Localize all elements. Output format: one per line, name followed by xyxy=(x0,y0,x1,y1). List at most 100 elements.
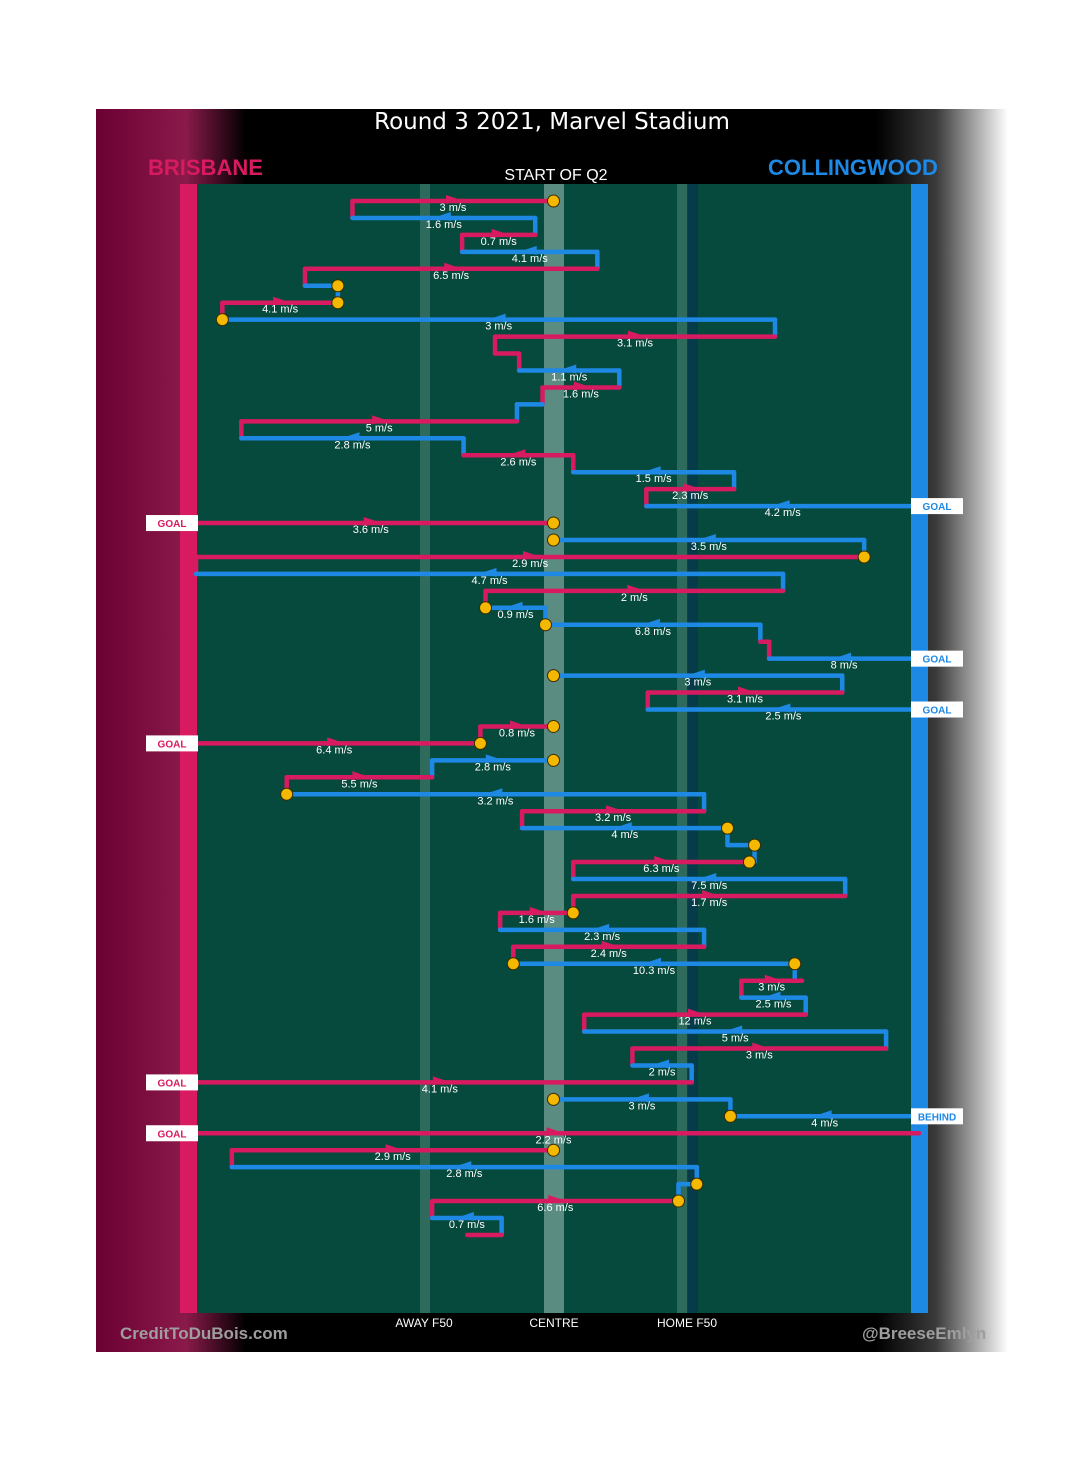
result-badge xyxy=(146,1125,198,1142)
direction-arrow xyxy=(628,330,644,340)
direction-arrow xyxy=(509,720,525,730)
direction-arrow xyxy=(432,1076,448,1086)
possession-chart: 3 m/s 1.6 m/s 0.7 m/s 4.1 m/s 6.5 m/s 4.1 m/s… xyxy=(146,194,963,1238)
start-marker xyxy=(566,906,580,920)
direction-arrow xyxy=(627,584,643,594)
direction-arrow xyxy=(372,415,388,425)
team-label-brisbane: BRISBANE xyxy=(148,155,263,180)
direction-arrow xyxy=(816,1110,832,1120)
direction-arrow xyxy=(529,906,545,916)
result-label: GOAL xyxy=(923,706,952,717)
direction-arrow xyxy=(435,211,451,221)
home-f50-shade xyxy=(688,184,698,1313)
direction-arrow xyxy=(727,1025,743,1035)
direction-arrow xyxy=(702,889,718,899)
direction-arrow xyxy=(456,1161,472,1171)
result-badge xyxy=(146,515,198,532)
direction-arrow xyxy=(344,432,360,442)
direction-arrow xyxy=(546,1127,562,1137)
result-label: GOAL xyxy=(158,1078,187,1089)
end-marker xyxy=(331,279,345,293)
direction-arrow xyxy=(273,296,289,306)
period-label: START OF Q2 xyxy=(504,167,608,184)
speed-label: 3 m/s xyxy=(758,982,785,994)
speed-label: 3 m/s xyxy=(746,1050,773,1062)
chart-title: Round 3 2021, Marvel Stadium xyxy=(374,109,730,135)
direction-arrow xyxy=(491,228,507,238)
result-badge xyxy=(911,701,963,718)
speed-label: 1.6 m/s xyxy=(519,914,556,926)
start-marker xyxy=(331,296,345,310)
speed-label: 1.6 m/s xyxy=(426,219,463,231)
centre-line xyxy=(544,184,564,1313)
axis-label-centre: CENTRE xyxy=(529,1316,579,1330)
start-marker xyxy=(473,736,487,750)
speed-label: 3.1 m/s xyxy=(617,338,654,350)
start-marker xyxy=(723,1109,737,1123)
speed-label: 10.3 m/s xyxy=(633,965,676,977)
speed-label: 3 m/s xyxy=(684,677,711,689)
direction-arrow xyxy=(606,805,622,815)
direction-arrow xyxy=(561,364,577,374)
direction-arrow xyxy=(510,449,526,459)
speed-label: 2.8 m/s xyxy=(446,1168,483,1180)
speed-label: 2.9 m/s xyxy=(512,558,549,570)
start-marker xyxy=(215,313,229,327)
direction-arrow xyxy=(645,466,661,476)
team-label-collingwood: COLLINGWOOD xyxy=(768,155,938,180)
result-label: GOAL xyxy=(158,739,187,750)
home-f50-line xyxy=(677,184,687,1313)
speed-label: 3.2 m/s xyxy=(477,795,514,807)
start-marker xyxy=(547,669,560,683)
result-badge xyxy=(911,498,963,515)
speed-label: 2.4 m/s xyxy=(591,948,628,960)
direction-arrow xyxy=(458,1212,474,1221)
direction-arrow xyxy=(775,703,791,713)
poster: Round 3 2021, Marvel Stadium BRISBANE CO… xyxy=(96,109,1008,1352)
speed-label: 1.5 m/s xyxy=(636,473,673,485)
speed-label: 3.5 m/s xyxy=(691,541,728,553)
speed-label: 0.8 m/s xyxy=(499,727,536,739)
speed-label: 5 m/s xyxy=(722,1033,749,1045)
direction-arrow xyxy=(689,669,705,679)
speed-label: 1.7 m/s xyxy=(691,897,728,909)
speed-label: 0.9 m/s xyxy=(497,609,534,621)
direction-arrow xyxy=(601,940,617,950)
speed-label: 6.5 m/s xyxy=(433,270,470,282)
direction-arrow xyxy=(327,737,343,747)
direction-arrow xyxy=(523,550,539,560)
result-label: GOAL xyxy=(923,502,952,513)
speed-label: 3.1 m/s xyxy=(727,694,764,706)
axis-label-away-f50: AWAY F50 xyxy=(395,1316,453,1330)
direction-arrow xyxy=(481,567,497,577)
speed-label: 5.5 m/s xyxy=(341,778,378,790)
result-badge xyxy=(911,1108,963,1125)
direction-arrow xyxy=(487,788,503,798)
end-marker xyxy=(720,821,734,835)
direction-arrow xyxy=(764,974,780,984)
direction-arrow xyxy=(654,856,670,866)
direction-arrow xyxy=(701,873,717,882)
speed-label: 3 m/s xyxy=(440,202,467,214)
speed-label: 3.2 m/s xyxy=(595,812,632,824)
start-marker xyxy=(742,855,756,869)
speed-label: 3 m/s xyxy=(628,1100,655,1112)
start-marker xyxy=(672,1194,686,1208)
start-marker xyxy=(547,719,560,733)
direction-arrow xyxy=(594,923,610,933)
direction-arrow xyxy=(700,534,716,543)
end-marker xyxy=(788,957,802,971)
direction-arrow xyxy=(490,313,506,323)
speed-label: 6.8 m/s xyxy=(635,626,672,638)
end-marker xyxy=(748,838,762,852)
speed-label: 4.2 m/s xyxy=(765,507,802,519)
speed-label: 0.7 m/s xyxy=(481,236,518,248)
direction-arrow xyxy=(687,1008,703,1018)
speed-label: 2.5 m/s xyxy=(765,711,802,723)
direction-arrow xyxy=(836,652,852,662)
start-marker xyxy=(506,957,520,971)
direction-arrow xyxy=(644,618,660,628)
result-label: GOAL xyxy=(158,1129,187,1140)
result-badge xyxy=(911,650,963,667)
speed-label: 4.1 m/s xyxy=(512,253,549,265)
